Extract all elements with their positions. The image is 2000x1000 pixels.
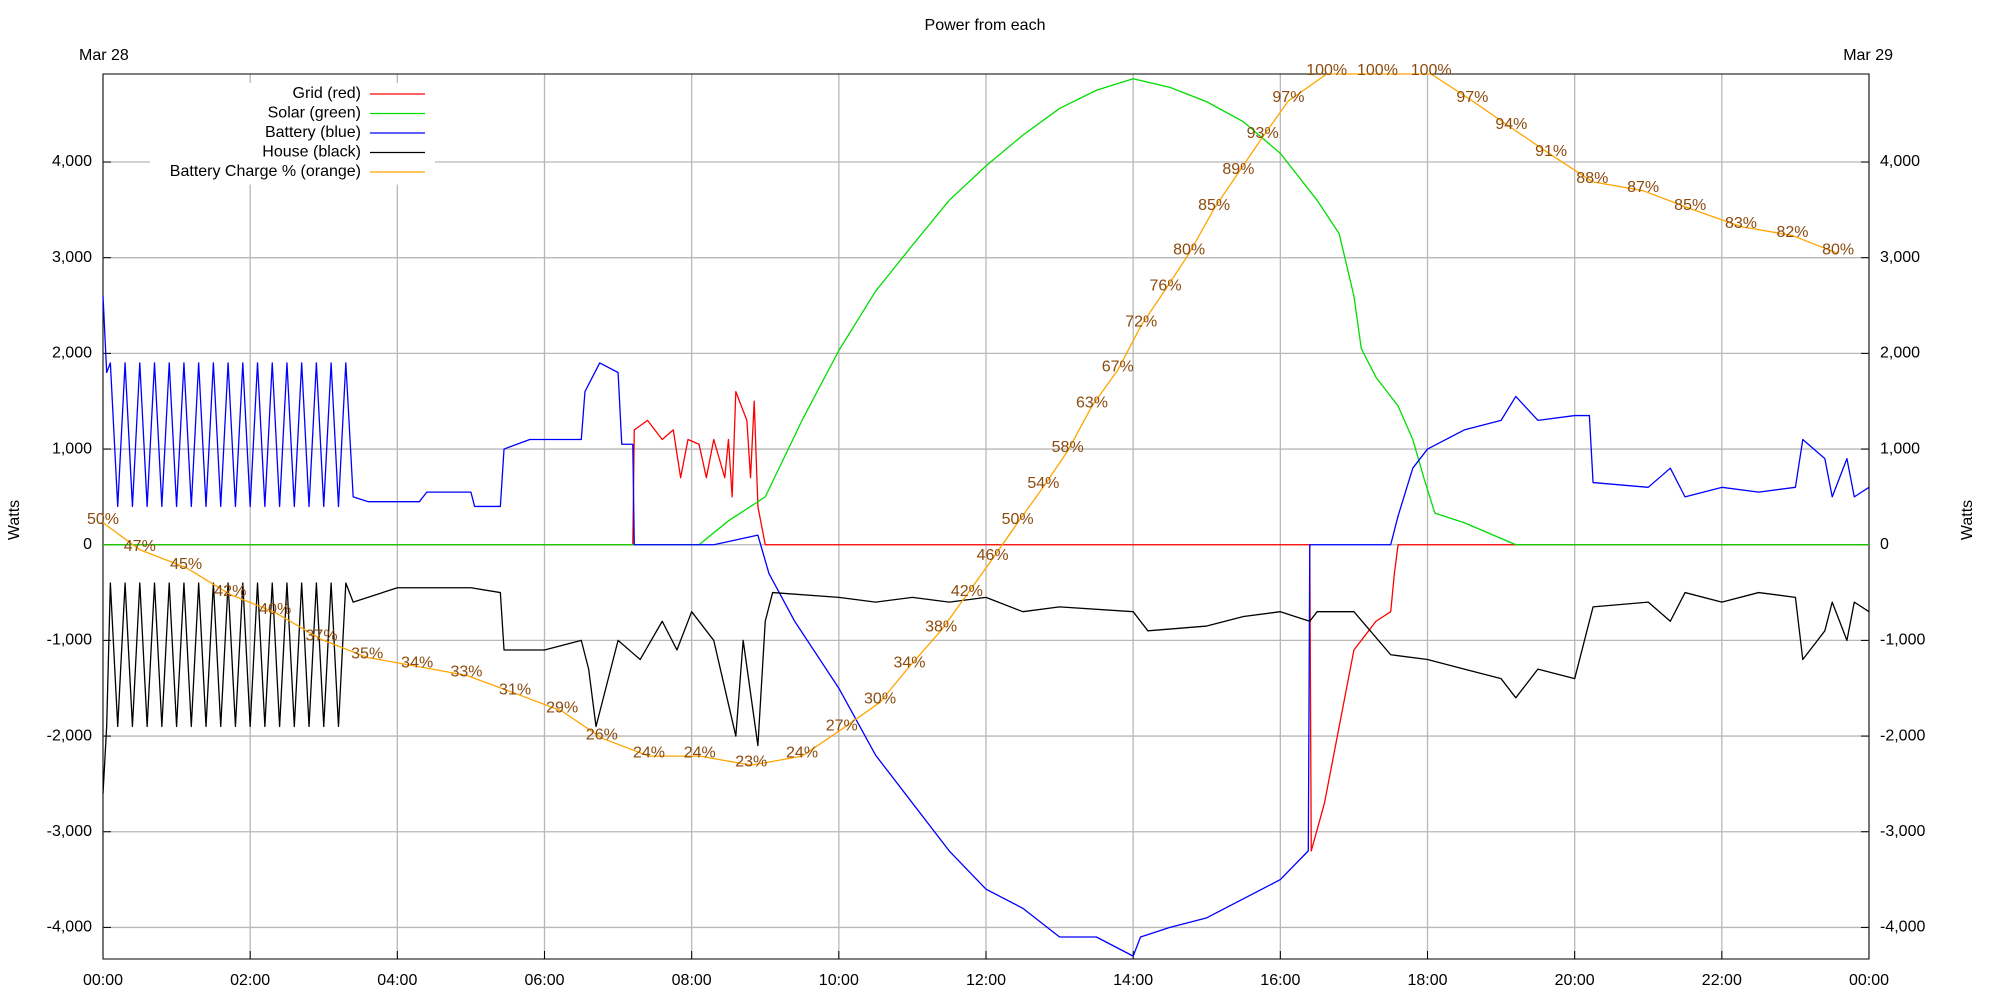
y-tick-label: -2,000 bbox=[47, 727, 92, 744]
date-label: Mar 28 bbox=[79, 47, 129, 64]
x-tick-label: 12:00 bbox=[966, 972, 1006, 989]
data-label: 40% bbox=[259, 601, 291, 618]
legend-label: Solar (green) bbox=[268, 105, 361, 122]
data-label: 63% bbox=[1076, 394, 1108, 411]
data-label: 35% bbox=[351, 646, 383, 663]
y-tick-label: -4,000 bbox=[1880, 919, 1925, 936]
data-label: 24% bbox=[684, 744, 716, 761]
x-tick-label: 04:00 bbox=[377, 972, 417, 989]
data-label: 72% bbox=[1125, 314, 1157, 331]
data-label: 27% bbox=[826, 717, 858, 734]
data-label: 30% bbox=[864, 691, 896, 708]
data-label: 89% bbox=[1222, 161, 1254, 178]
data-label: 38% bbox=[925, 619, 957, 636]
data-label: 45% bbox=[170, 556, 202, 573]
data-label: 91% bbox=[1535, 143, 1567, 160]
date-label: Mar 29 bbox=[1843, 47, 1893, 64]
data-label: 83% bbox=[1725, 215, 1757, 232]
y-tick-label: 1,000 bbox=[52, 440, 92, 457]
data-label: 100% bbox=[1411, 62, 1452, 79]
x-tick-label: 14:00 bbox=[1113, 972, 1153, 989]
x-tick-label: 08:00 bbox=[672, 972, 712, 989]
data-label: 33% bbox=[450, 664, 482, 681]
data-label: 26% bbox=[586, 726, 618, 743]
data-label: 50% bbox=[87, 511, 119, 528]
y-tick-label: -3,000 bbox=[47, 823, 92, 840]
chart-title: Power from each bbox=[925, 17, 1046, 34]
series-line bbox=[102, 582, 1870, 794]
data-label: 100% bbox=[1357, 62, 1398, 79]
data-label: 50% bbox=[1002, 511, 1034, 528]
x-tick-label: 00:00 bbox=[83, 972, 123, 989]
x-tick-label: 16:00 bbox=[1260, 972, 1300, 989]
data-label: 46% bbox=[977, 547, 1009, 564]
y-tick-label: 4,000 bbox=[52, 153, 92, 170]
x-tick-label: 10:00 bbox=[819, 972, 859, 989]
data-label: 94% bbox=[1495, 116, 1527, 133]
y-tick-label: 3,000 bbox=[1880, 249, 1920, 266]
x-tick-label: 02:00 bbox=[230, 972, 270, 989]
y-tick-label: -4,000 bbox=[47, 919, 92, 936]
data-label: 100% bbox=[1306, 62, 1347, 79]
y-tick-label: 4,000 bbox=[1880, 153, 1920, 170]
data-label: 23% bbox=[735, 753, 767, 770]
y-tick-label: -2,000 bbox=[1880, 727, 1925, 744]
data-label: 85% bbox=[1674, 197, 1706, 214]
data-label: 80% bbox=[1822, 242, 1854, 259]
data-label: 54% bbox=[1027, 475, 1059, 492]
legend-label: Battery Charge % (orange) bbox=[170, 163, 361, 180]
x-tick-label: 22:00 bbox=[1702, 972, 1742, 989]
x-tick-label: 20:00 bbox=[1555, 972, 1595, 989]
series-line bbox=[102, 73, 1839, 766]
series-line bbox=[103, 78, 1869, 546]
data-label: 88% bbox=[1576, 170, 1608, 187]
y-tick-label: -1,000 bbox=[47, 632, 92, 649]
legend-label: Grid (red) bbox=[293, 85, 361, 102]
data-label: 93% bbox=[1247, 125, 1279, 142]
x-tick-label: 00:00 bbox=[1849, 972, 1889, 989]
legend-label: Battery (blue) bbox=[265, 124, 361, 141]
series-line bbox=[103, 390, 1869, 852]
data-label: 47% bbox=[124, 538, 156, 555]
y-tick-label: 2,000 bbox=[1880, 345, 1920, 362]
data-label: 34% bbox=[401, 655, 433, 672]
data-label: 42% bbox=[214, 583, 246, 600]
series-line bbox=[102, 295, 1870, 957]
y-tick-label: -1,000 bbox=[1880, 632, 1925, 649]
data-label: 80% bbox=[1173, 242, 1205, 259]
data-label: 24% bbox=[786, 744, 818, 761]
y-tick-label: -3,000 bbox=[1880, 823, 1925, 840]
data-label: 31% bbox=[499, 682, 531, 699]
data-label: 97% bbox=[1272, 89, 1304, 106]
y-axis-label: Watts bbox=[1959, 500, 1976, 540]
y-tick-label: 0 bbox=[1880, 536, 1889, 553]
data-label: 29% bbox=[546, 699, 578, 716]
data-label: 82% bbox=[1776, 224, 1808, 241]
y-tick-label: 3,000 bbox=[52, 249, 92, 266]
y-tick-label: 1,000 bbox=[1880, 440, 1920, 457]
x-tick-label: 18:00 bbox=[1407, 972, 1447, 989]
data-label: 76% bbox=[1150, 278, 1182, 295]
data-label: 97% bbox=[1456, 89, 1488, 106]
y-tick-label: 2,000 bbox=[52, 345, 92, 362]
data-label: 24% bbox=[633, 744, 665, 761]
y-axis-label: Watts bbox=[6, 500, 23, 540]
legend-box bbox=[150, 83, 435, 185]
y-tick-label: 0 bbox=[83, 536, 92, 553]
legend-label: House (black) bbox=[262, 144, 361, 161]
data-label: 42% bbox=[951, 583, 983, 600]
data-label: 67% bbox=[1102, 358, 1134, 375]
data-label: 34% bbox=[893, 655, 925, 672]
data-label: 87% bbox=[1627, 179, 1659, 196]
x-tick-label: 06:00 bbox=[524, 972, 564, 989]
data-label: 58% bbox=[1052, 439, 1084, 456]
data-label: 37% bbox=[306, 628, 338, 645]
plot-frame bbox=[102, 73, 1870, 960]
data-label: 85% bbox=[1198, 197, 1230, 214]
